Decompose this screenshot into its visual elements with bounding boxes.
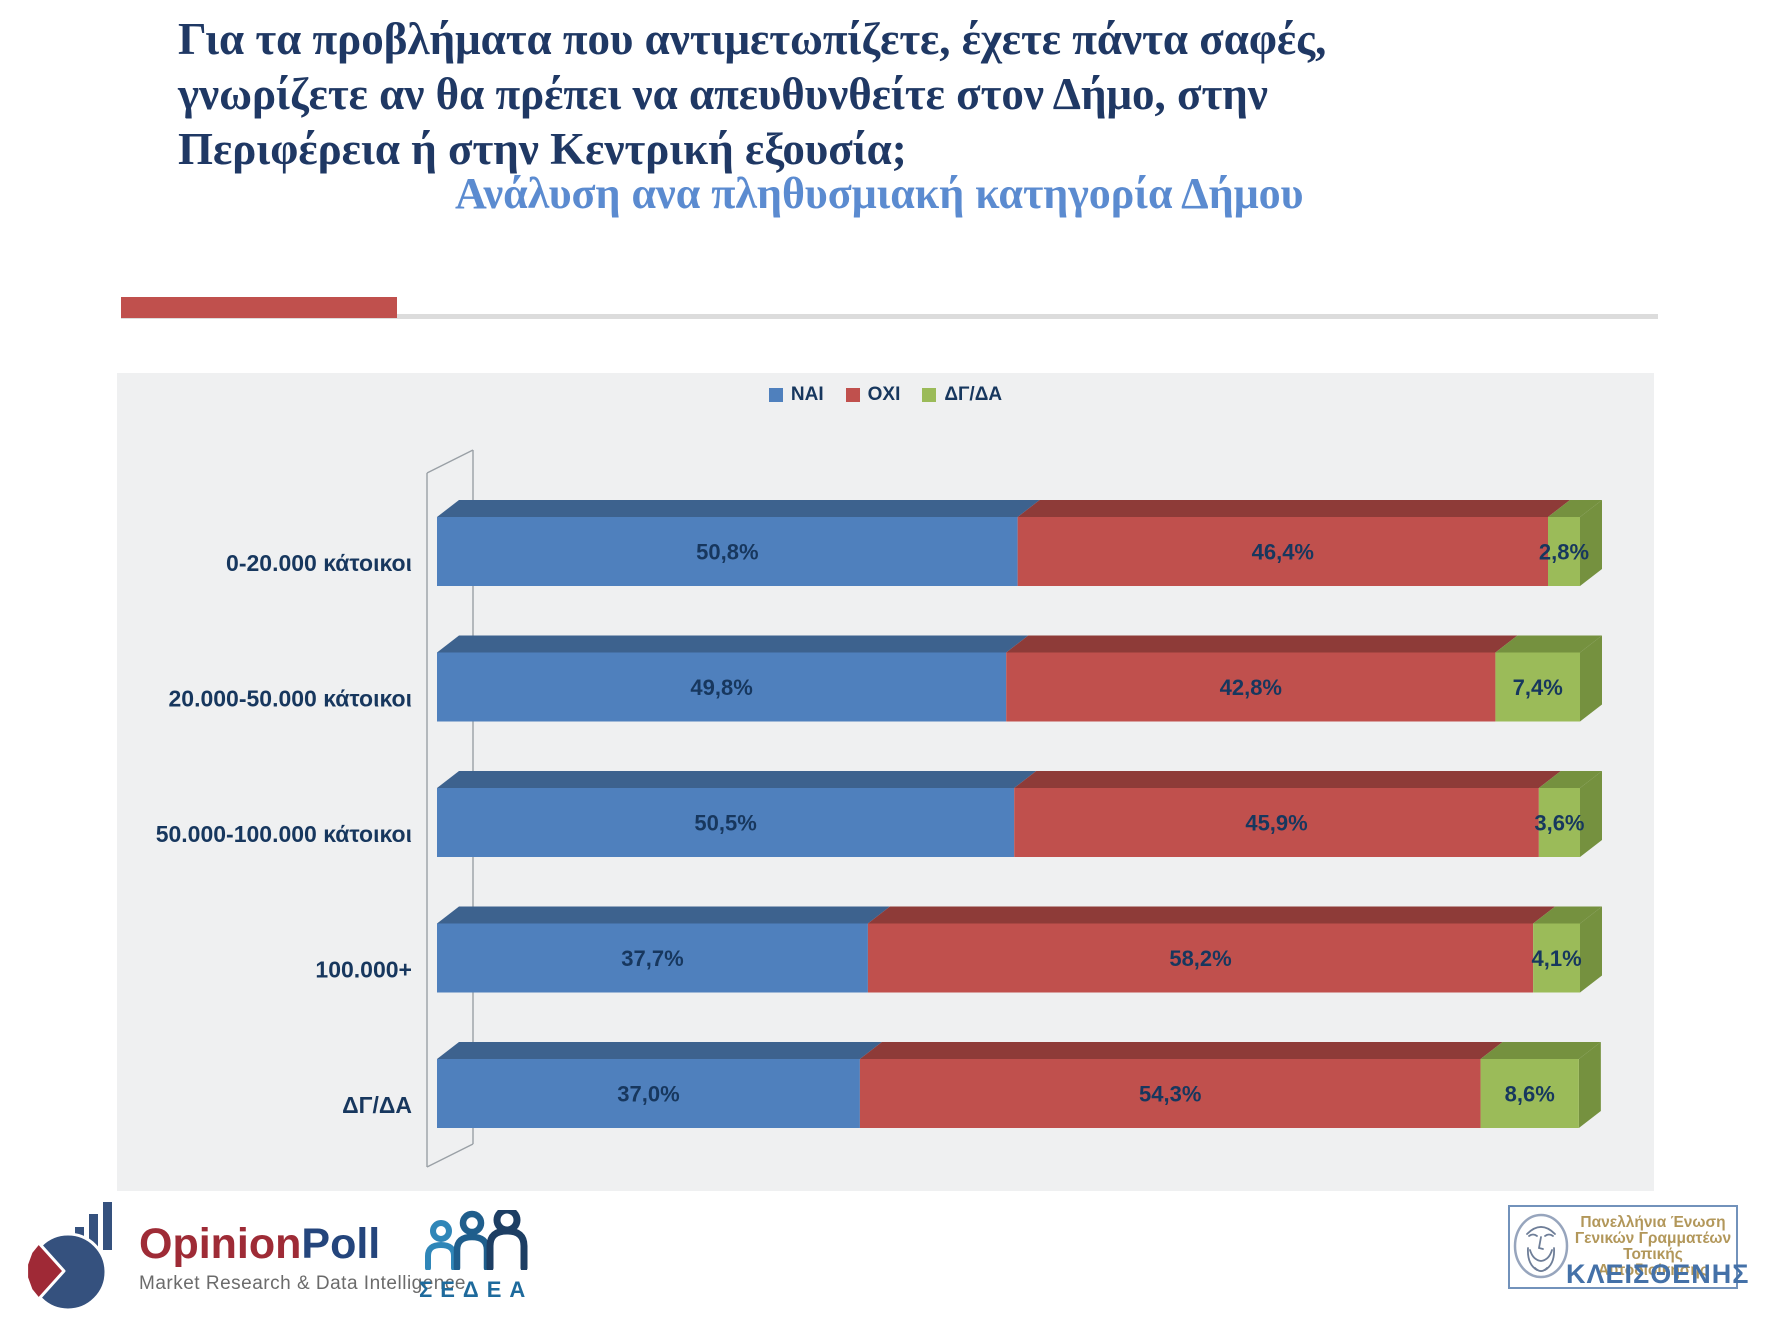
legend-item-ΔΓ/ΔΑ: ΔΓ/ΔΑ — [922, 384, 1002, 406]
legend-swatch-icon — [845, 388, 860, 402]
bar-side-face — [1580, 635, 1602, 722]
bar-top-face — [437, 635, 1029, 653]
opinionpoll-name-opinion: Opinion — [139, 1220, 302, 1268]
bar-value-label: 45,9% — [1245, 811, 1307, 836]
legend-item-ΝΑΙ: ΝΑΙ — [768, 384, 824, 406]
bar-segment-ΝΑΙ — [437, 1059, 860, 1128]
bar-top-face — [1480, 1042, 1601, 1059]
bar-segment-ΔΓ/ΔΑ — [1547, 517, 1580, 586]
category-label: ΔΓ/ΔΑ — [342, 1092, 412, 1118]
bar-top-face — [859, 1042, 1503, 1059]
divider-accent-bar — [121, 297, 397, 318]
bar-segment-ΝΑΙ — [437, 517, 1018, 586]
bar-value-label: 4,1% — [1531, 946, 1581, 971]
divider-line — [121, 314, 1658, 319]
bar-segment-ΝΑΙ — [437, 788, 1015, 857]
bar-segment-ΟΧΙ — [1014, 788, 1539, 857]
bar-top-face — [1006, 635, 1518, 653]
category-label: 50.000-100.000 κάτοικοι — [156, 821, 412, 847]
bar-segment-ΔΓ/ΔΑ — [1495, 652, 1580, 722]
opinionpoll-tagline: Market Research & Data Intelligence — [139, 1273, 466, 1294]
bar-top-face — [1538, 771, 1602, 788]
opinionpoll-pie-icon — [28, 1202, 112, 1312]
bar-segment-ΝΑΙ — [437, 652, 1007, 722]
bar-segment-ΔΓ/ΔΑ — [1538, 788, 1580, 857]
bar-top-face — [1533, 906, 1602, 924]
category-label: 20.000-50.000 κάτοικοι — [168, 686, 412, 712]
legend-label: ΔΓ/ΔΑ — [944, 384, 1003, 405]
kleisthenis-name: ΚΛΕΙΣΘΕΝΗΣ — [1566, 1259, 1750, 1289]
kleisthenis-line2: Γενικών Γραμματέων — [1574, 1230, 1732, 1247]
bar-top-face — [437, 906, 890, 924]
bar-value-label: 37,7% — [621, 946, 683, 971]
legend-swatch-icon — [922, 388, 937, 402]
bar-segment-ΟΧΙ — [867, 923, 1534, 993]
bar-top-face — [1547, 500, 1602, 517]
bar-side-face — [1580, 906, 1602, 993]
page-title: Για τα προβλήματα που αντιμετωπίζετε, έχ… — [178, 14, 1327, 174]
bar-segment-ΟΧΙ — [1006, 652, 1496, 722]
chart-legend: ΝΑΙ ΟΧΙ ΔΓ/ΔΑ — [117, 384, 1654, 406]
kleisthenis-logo: Πανελλήνια Ένωση Γενικών Γραμματέων Τοπι… — [1508, 1205, 1750, 1289]
legend-label: ΝΑΙ — [790, 384, 824, 405]
category-label: 100.000+ — [315, 957, 412, 983]
plot-wall-line — [426, 449, 474, 474]
legend-label: ΟΧΙ — [867, 384, 901, 405]
opinionpoll-name-poll: Poll — [301, 1220, 381, 1268]
bar-top-face — [437, 1042, 882, 1059]
bar-value-label: 50,8% — [696, 540, 758, 565]
bar-top-face — [1017, 500, 1570, 517]
kleisthenis-line3: Τοπικής Αυτοδιοίκησης — [1598, 1246, 1708, 1279]
legend-item-ΟΧΙ: ΟΧΙ — [845, 384, 901, 406]
bar-side-face — [1578, 1042, 1601, 1128]
bar-top-face — [867, 906, 1556, 924]
opinionpoll-wordmark: OpinionPoll Market Research & Data Intel… — [139, 1221, 466, 1295]
bar-value-label: 42,8% — [1220, 675, 1282, 700]
bar-value-label: 8,6% — [1505, 1082, 1555, 1107]
bar-top-face — [437, 771, 1037, 788]
bar-segment-ΔΓ/ΔΑ — [1533, 923, 1580, 993]
opinionpoll-logo: OpinionPoll Market Research & Data Intel… — [28, 1200, 466, 1316]
bar-value-label: 49,8% — [690, 675, 752, 700]
bar-segment-ΟΧΙ — [1017, 517, 1548, 586]
bar-value-label: 37,0% — [617, 1082, 679, 1107]
plot-wall-line — [426, 1143, 474, 1168]
bar-value-label: 7,4% — [1513, 675, 1563, 700]
opinionpoll-name: OpinionPoll — [139, 1221, 466, 1267]
bar-value-label: 50,5% — [694, 811, 756, 836]
sedea-logo: ΣΕΔΕΑ — [415, 1206, 555, 1303]
bar-value-label: 3,6% — [1534, 811, 1584, 836]
legend-swatch-icon — [768, 388, 783, 402]
bar-side-face — [1580, 500, 1602, 586]
sedea-name: ΣΕΔΕΑ — [419, 1277, 534, 1302]
bar-value-label: 2,8% — [1539, 540, 1589, 565]
bar-value-label: 58,2% — [1169, 946, 1231, 971]
bar-top-face — [437, 500, 1040, 517]
kleisthenis-bust-icon — [1513, 1213, 1569, 1279]
page-subtitle: Ανάλυση ανα πληθυσμιακή κατηγορία Δήμου — [455, 169, 1304, 218]
kleisthenis-line1: Πανελλήνια Ένωση — [1580, 1214, 1726, 1231]
bar-top-face — [1495, 635, 1602, 653]
kleisthenis-association-name: Πανελλήνια Ένωση Γενικών Γραμματέων Τοπι… — [1570, 1215, 1736, 1279]
bar-segment-ΔΓ/ΔΑ — [1480, 1059, 1579, 1128]
sedea-people-icon — [425, 1206, 528, 1272]
bar-value-label: 46,4% — [1252, 540, 1314, 565]
category-label: 0-20.000 κάτοικοι — [226, 550, 412, 576]
bar-side-face — [1580, 771, 1602, 857]
bar-top-face — [1014, 771, 1561, 788]
bar-segment-ΟΧΙ — [859, 1059, 1481, 1128]
bar-segment-ΝΑΙ — [437, 923, 868, 993]
bar-value-label: 54,3% — [1139, 1082, 1201, 1107]
